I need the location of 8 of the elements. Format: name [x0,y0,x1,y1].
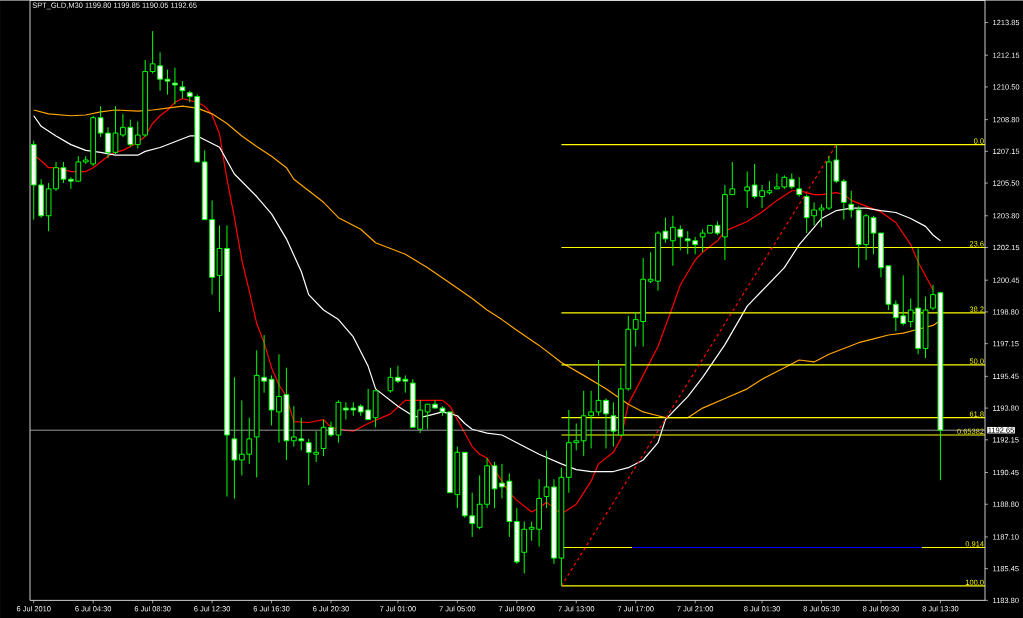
candlestick [796,176,803,197]
candlestick [744,170,751,209]
candlestick [172,67,178,105]
candlestick [610,401,617,447]
candlestick [387,367,394,394]
candlestick [231,376,238,499]
candlestick [848,190,855,219]
candlestick [840,178,847,220]
